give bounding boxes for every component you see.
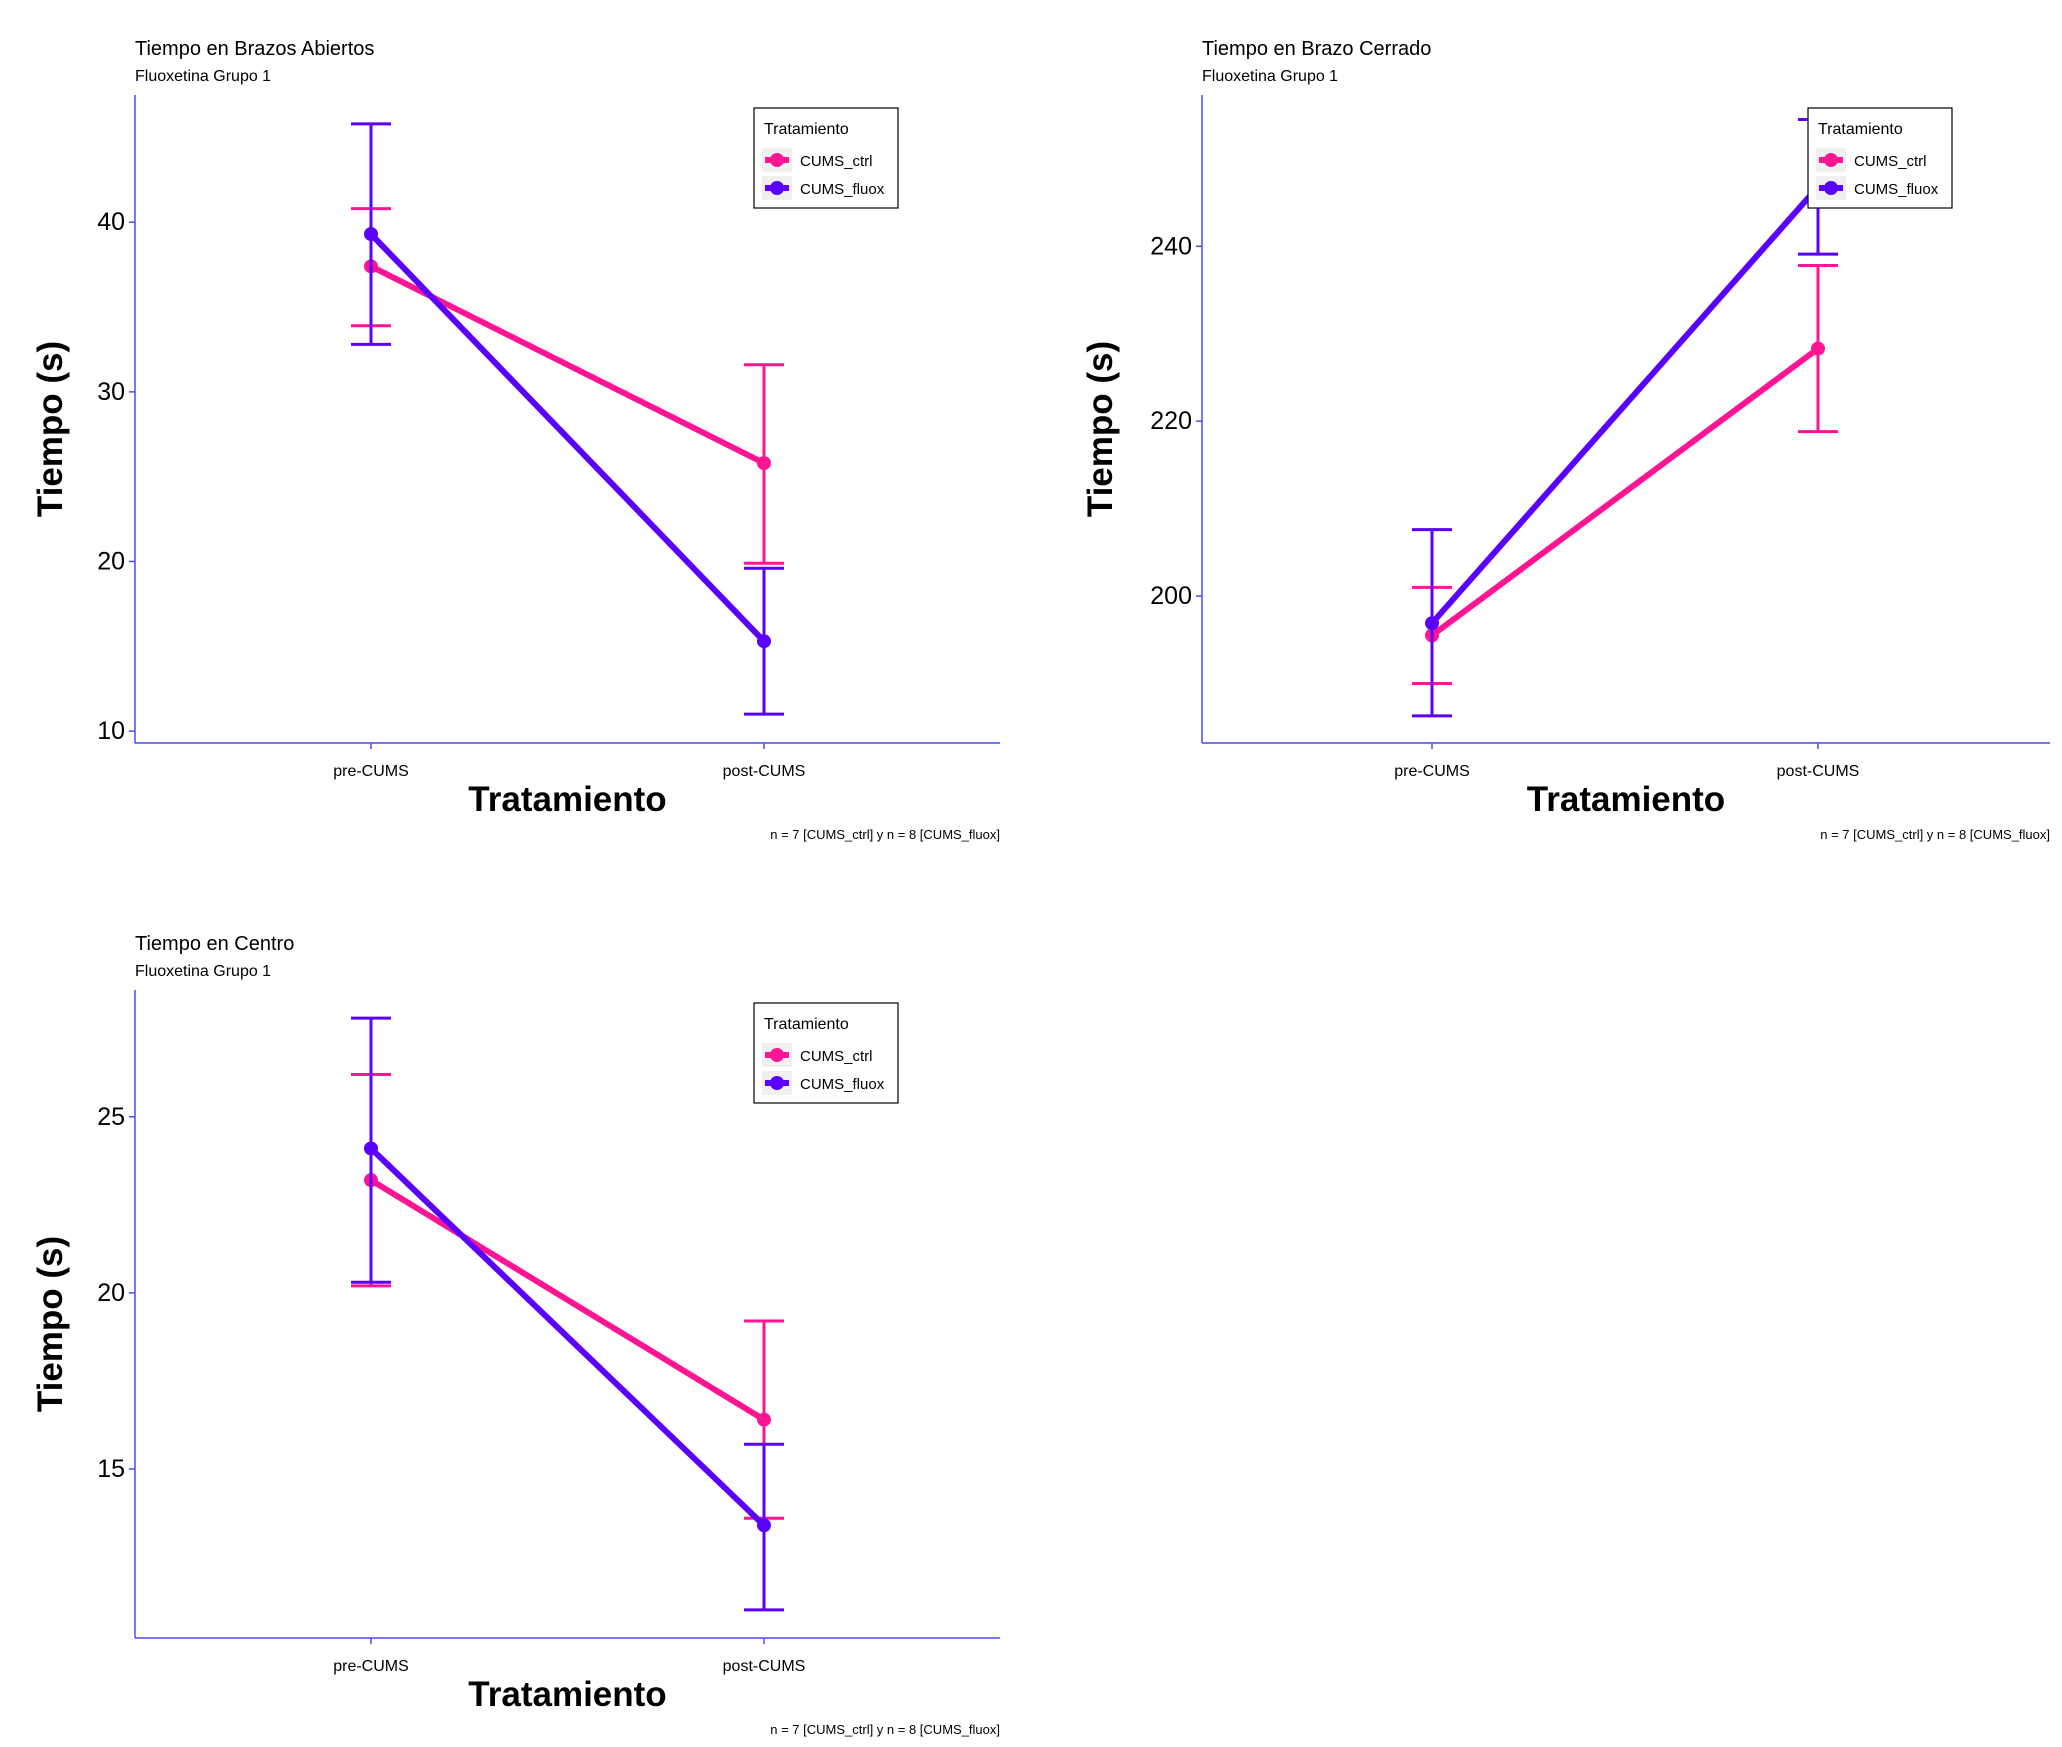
data-point: [364, 1141, 378, 1156]
legend-key-point: [1824, 153, 1838, 167]
legend-key-point: [770, 1048, 784, 1062]
legend-title: Tratamiento: [1818, 121, 1903, 138]
data-point: [1811, 341, 1825, 356]
y-tick-label: 25: [97, 1103, 125, 1131]
x-tick-label: pre-CUMS: [333, 1658, 409, 1675]
legend-key-point: [770, 181, 784, 195]
chart-panel-1: Tiempo en Brazos Abiertos Fluoxetina Grup…: [31, 38, 1000, 842]
series-CUMS_fluox: [351, 122, 784, 716]
chart-title: Tiempo en Brazo Cerrado: [1202, 38, 1431, 60]
series-CUMS_fluox: [1412, 117, 1838, 718]
y-tick-label: 15: [97, 1455, 125, 1483]
y-axis-title: Tiempo (s): [31, 1236, 70, 1412]
x-axis-title: Tratamiento: [468, 780, 666, 819]
y-tick-label: 20: [97, 1279, 125, 1307]
x-tick-label: post-CUMS: [1777, 763, 1860, 780]
x-tick-label: pre-CUMS: [333, 763, 409, 780]
legend: Tratamiento CUMS_ctrl CUMS_fluox: [1807, 107, 1953, 209]
legend: Tratamiento CUMS_ctrl CUMS_fluox: [753, 1002, 899, 1104]
series-CUMS_ctrl: [351, 1073, 784, 1520]
data-point: [757, 1518, 771, 1533]
chart-caption: n = 7 [CUMS_ctrl] y n = 8 [CUMS_fluox]: [1820, 827, 2050, 842]
y-tick-label: 30: [97, 378, 125, 406]
series-line: [368, 1146, 767, 1528]
chart-subtitle: Fluoxetina Grupo 1: [1202, 68, 1338, 85]
x-tick-label: post-CUMS: [723, 1658, 806, 1675]
series-line: [369, 1177, 766, 1423]
y-tick-label: 220: [1150, 407, 1192, 435]
legend-label: CUMS_ctrl: [800, 1048, 873, 1065]
y-tick-label: 240: [1150, 232, 1192, 260]
chart-panel-2: Tiempo en Brazo Cerrado Fluoxetina Grupo …: [1081, 38, 2050, 842]
legend-key-point: [770, 1076, 784, 1090]
legend-label: CUMS_fluox: [800, 1076, 885, 1093]
legend-label: CUMS_fluox: [800, 181, 885, 198]
x-axis-title: Tratamiento: [1527, 780, 1725, 819]
legend-key-point: [770, 153, 784, 167]
y-tick-label: 200: [1150, 582, 1192, 610]
y-tick-label: 40: [97, 208, 125, 236]
series-CUMS_ctrl: [1412, 264, 1838, 686]
legend-title: Tratamiento: [764, 121, 849, 138]
y-tick-label: 20: [97, 547, 125, 575]
legend-label: CUMS_ctrl: [800, 153, 873, 170]
series-CUMS_fluox: [351, 1016, 784, 1612]
y-axis-title: Tiempo (s): [31, 341, 70, 517]
data-point: [757, 456, 771, 471]
y-tick-label: 10: [97, 717, 125, 745]
series-line: [1430, 346, 1820, 638]
y-axis-title: Tiempo (s): [1081, 341, 1120, 517]
x-tick-label: pre-CUMS: [1394, 763, 1470, 780]
data-point: [364, 227, 378, 242]
legend-label: CUMS_ctrl: [1854, 153, 1927, 170]
series-line: [368, 232, 767, 644]
data-point: [757, 634, 771, 649]
chart-subtitle: Fluoxetina Grupo 1: [135, 963, 271, 980]
x-axis-title: Tratamiento: [468, 1675, 666, 1714]
chart-caption: n = 7 [CUMS_ctrl] y n = 8 [CUMS_fluox]: [770, 827, 1000, 842]
x-tick-label: post-CUMS: [723, 763, 806, 780]
data-point: [1425, 616, 1439, 631]
chart-panel-3: Tiempo en Centro Fluoxetina Grupo 1 15 20 25…: [31, 933, 1000, 1737]
data-point: [757, 1412, 771, 1427]
series-CUMS_ctrl: [351, 207, 784, 565]
legend-title: Tratamiento: [764, 1016, 849, 1033]
chart-title: Tiempo en Centro: [135, 933, 294, 955]
chart-subtitle: Fluoxetina Grupo 1: [135, 68, 271, 85]
chart-title: Tiempo en Brazos Abiertos: [135, 38, 374, 60]
legend-key-point: [1824, 181, 1838, 195]
series-line: [1429, 184, 1821, 626]
legend-label: CUMS_fluox: [1854, 181, 1939, 198]
chart-caption: n = 7 [CUMS_ctrl] y n = 8 [CUMS_fluox]: [770, 1722, 1000, 1737]
legend: Tratamiento CUMS_ctrl CUMS_fluox: [753, 107, 899, 209]
